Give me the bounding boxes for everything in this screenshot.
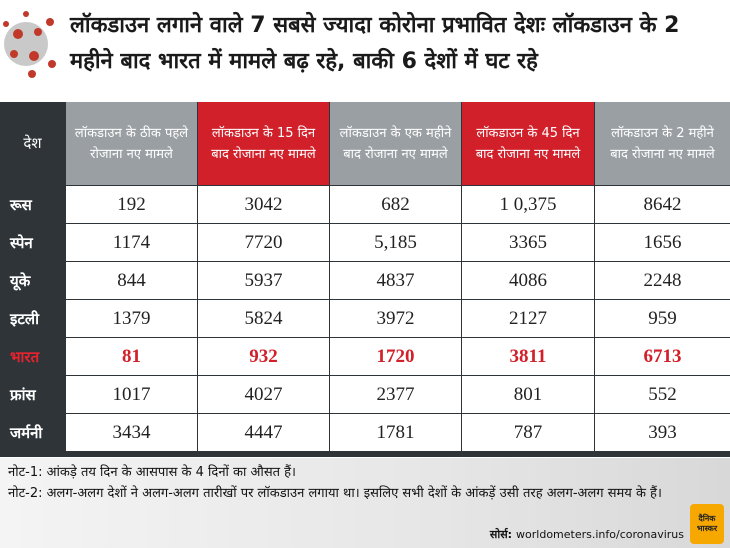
row-country: भारत xyxy=(10,347,40,366)
row-country: फ्रांस xyxy=(10,385,36,404)
table-cell: 801 xyxy=(462,376,594,413)
table-cell: 5824 xyxy=(198,300,329,337)
table-cell: 4837 xyxy=(330,262,461,299)
table-cell: 393 xyxy=(595,414,730,451)
table-cell: 3811 xyxy=(462,338,594,375)
table-cell: 1 0,375 xyxy=(462,186,594,223)
row-country: जर्मनी xyxy=(10,423,43,442)
table-cell: 1781 xyxy=(330,414,461,451)
table-cell: 1379 xyxy=(66,300,197,337)
table-cell: 4086 xyxy=(462,262,594,299)
table-cell: 932 xyxy=(198,338,329,375)
notes-section: नोट-1: आंकड़े तय दिन के आसपास के 4 दिनों… xyxy=(0,458,730,548)
logo-line-1: दैनिक xyxy=(698,514,716,523)
column-header: लॉकडाउन के 2 महीने बाद रोजाना नए मामले xyxy=(595,102,730,185)
coronavirus-icon xyxy=(3,11,56,78)
table-cell: 1656 xyxy=(595,224,730,261)
table-cell: 2377 xyxy=(330,376,461,413)
table-cell: 1720 xyxy=(330,338,461,375)
column-header: लॉकडाउन के 15 दिन बाद रोजाना नए मामले xyxy=(198,102,329,185)
table-cell: 2248 xyxy=(595,262,730,299)
page-title: लॉकडाउन लगाने वाले 7 सबसे ज्यादा कोरोना … xyxy=(70,13,680,74)
table-cell: 682 xyxy=(330,186,461,223)
table-cell: 8642 xyxy=(595,186,730,223)
column-header: लॉकडाउन के ठीक पहले रोजाना नए मामले xyxy=(66,102,197,185)
row-country: रूस xyxy=(10,195,32,214)
table-cell: 844 xyxy=(66,262,197,299)
country-column-header: देश xyxy=(0,102,65,185)
table-cell: 3434 xyxy=(66,414,197,451)
logo-line-2: भास्कर xyxy=(696,524,718,533)
table-cell: 192 xyxy=(66,186,197,223)
table-cell: 3365 xyxy=(462,224,594,261)
table-cell: 787 xyxy=(462,414,594,451)
source-value: worldometers.info/coronavirus xyxy=(516,528,684,541)
table-cell: 3972 xyxy=(330,300,461,337)
table-cell: 959 xyxy=(595,300,730,337)
column-header: लॉकडाउन के एक महीने बाद रोजाना नए मामले xyxy=(330,102,461,185)
source-credit: सोर्स: worldometers.info/coronavirus xyxy=(490,527,684,542)
table-cell: 2127 xyxy=(462,300,594,337)
row-country: यूके xyxy=(10,271,31,290)
table-cell: 5937 xyxy=(198,262,329,299)
note-1: नोट-1: आंकड़े तय दिन के आसपास के 4 दिनों… xyxy=(8,465,296,480)
source-label: सोर्स: xyxy=(489,528,513,541)
table-cell: 5,185 xyxy=(330,224,461,261)
row-country: स्पेन xyxy=(10,233,33,252)
table-cell: 4447 xyxy=(198,414,329,451)
table-cell: 1017 xyxy=(66,376,197,413)
header: लॉकडाउन लगाने वाले 7 सबसे ज्यादा कोरोना … xyxy=(0,0,730,102)
dainik-bhaskar-logo: दैनिक भास्कर xyxy=(690,504,724,544)
column-header: लॉकडाउन के 45 दिन बाद रोजाना नए मामले xyxy=(462,102,594,185)
table-cell: 6713 xyxy=(595,338,730,375)
table-cell: 81 xyxy=(66,338,197,375)
table-cell: 4027 xyxy=(198,376,329,413)
table-cell: 7720 xyxy=(198,224,329,261)
note-2: नोट-2: अलग-अलग देशों ने अलग-अलग तारीखों … xyxy=(8,486,662,501)
table-cell: 3042 xyxy=(198,186,329,223)
data-table: देश लॉकडाउन के ठीक पहले रोजाना नए मामले ल… xyxy=(0,102,730,457)
table-cell: 1174 xyxy=(66,224,197,261)
row-country: इटली xyxy=(10,309,39,328)
table-cell: 552 xyxy=(595,376,730,413)
